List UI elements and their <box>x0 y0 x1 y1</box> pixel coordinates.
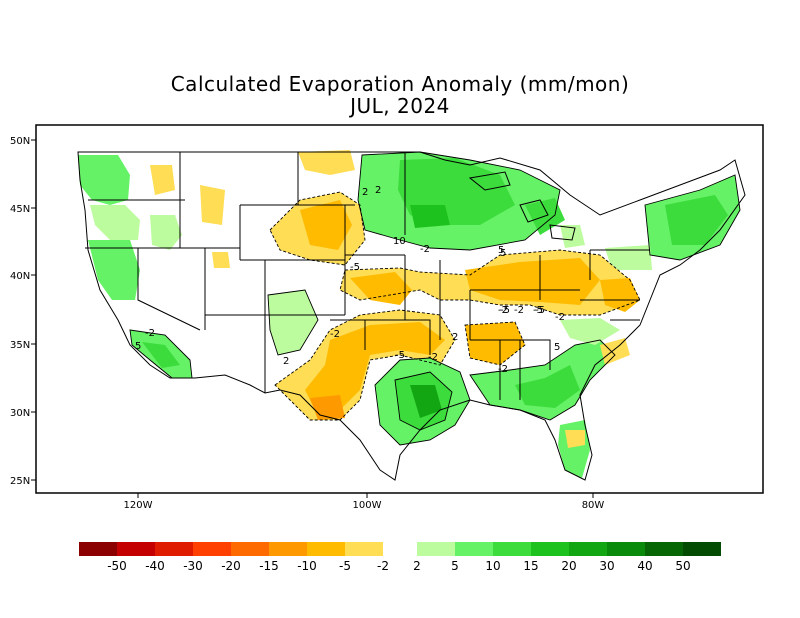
lon-label: 100W <box>353 500 382 511</box>
contour-label: 2 <box>375 185 381 196</box>
colorbar-label: -40 <box>145 559 165 573</box>
anomaly-region <box>465 322 525 365</box>
anomaly-region <box>90 205 140 240</box>
colorbar-swatch-positive <box>493 542 531 556</box>
colorbar-swatch-negative <box>307 542 345 556</box>
colorbar-label: 30 <box>599 559 614 573</box>
colorbar-label: -50 <box>107 559 127 573</box>
anomaly-region <box>565 430 585 448</box>
anomaly-region <box>298 150 355 175</box>
contour-label: 2 <box>452 332 458 343</box>
colorbar-label: 2 <box>413 559 421 573</box>
anomaly-region <box>410 385 442 418</box>
contour-label: -5 <box>533 305 543 316</box>
negative-contours <box>269 191 641 421</box>
anomaly-region <box>268 290 318 355</box>
colorbar-swatch-negative <box>117 542 155 556</box>
map-frame <box>35 124 764 494</box>
contour-label: -5 <box>350 262 360 273</box>
colorbar-swatch-positive <box>683 542 721 556</box>
anomaly-region <box>600 278 640 312</box>
colorbar-label: 50 <box>675 559 690 573</box>
contour-label: -2 <box>420 244 430 255</box>
colorbar-swatch-negative <box>193 542 231 556</box>
contour-label: -5 <box>500 305 510 316</box>
contour-label: -5 <box>535 305 545 316</box>
anomaly-region <box>150 165 175 195</box>
contour-label: -2 <box>428 352 438 363</box>
anomaly-region <box>88 240 140 300</box>
contour-label: -2 <box>498 305 508 316</box>
map-subtitle: JUL, 2024 <box>350 94 450 118</box>
lat-label: 35N <box>10 340 30 351</box>
contour-label: 10 <box>393 236 406 247</box>
colorbar-label: -5 <box>339 559 351 573</box>
colorbar-label: 10 <box>485 559 500 573</box>
contour-labels: 2 -2 10 -2 -5 5 -5 -2 -2 -5 -5 2 -2 2 5 … <box>135 185 565 375</box>
contour-label: 2 <box>283 356 289 367</box>
latitude-axis: 50N 45N 40N 35N 30N 25N <box>10 136 36 487</box>
anomaly-region <box>305 322 445 410</box>
anomaly-region <box>665 195 728 245</box>
colorbar-swatch-positive <box>531 542 569 556</box>
anomaly-region <box>515 365 580 408</box>
contour-label: 5 <box>498 245 504 256</box>
colorbar-swatch-positive <box>417 542 455 556</box>
lon-label: 120W <box>124 500 153 511</box>
contour-label: 5 <box>135 341 141 352</box>
colorbar-label: -15 <box>259 559 279 573</box>
colorbar-swatch-positive <box>607 542 645 556</box>
colorbar-swatch-positive <box>455 542 493 556</box>
colorbar-swatch-negative <box>345 542 383 556</box>
anomaly-region <box>200 185 225 225</box>
colorbar-swatch-negative <box>231 542 269 556</box>
contour-label: 5 <box>554 342 560 353</box>
anomaly-region <box>300 200 352 250</box>
anomaly-region <box>212 252 230 268</box>
lon-label: 80W <box>582 500 605 511</box>
colorbar-swatch-positive <box>569 542 607 556</box>
lat-label: 30N <box>10 408 30 419</box>
colorbar-label: -2 <box>377 559 389 573</box>
colorbar-label: 40 <box>637 559 652 573</box>
longitude-axis: 120W 100W 80W <box>124 493 605 511</box>
colorbar-swatch-negative <box>269 542 307 556</box>
contour-label: -2 <box>498 364 508 375</box>
lat-label: 25N <box>10 476 30 487</box>
colorbar-swatch-negative <box>155 542 193 556</box>
anomaly-region <box>350 272 412 305</box>
positive-contours <box>129 151 741 446</box>
contour-label: -2 <box>514 305 524 316</box>
anomaly-region <box>465 258 600 305</box>
anomaly-region <box>605 245 652 270</box>
colorbar-swatch-positive <box>645 542 683 556</box>
colorbar-swatch-negative <box>79 542 117 556</box>
colorbar-label: 5 <box>451 559 459 573</box>
anomaly-region <box>558 420 590 478</box>
contour-label: -2 <box>145 328 155 339</box>
contour-label: -2 <box>555 312 565 323</box>
contour-label: 2 <box>362 187 368 198</box>
lat-label: 50N <box>10 136 30 147</box>
anomaly-region <box>142 342 180 368</box>
colorbar-label: 15 <box>523 559 538 573</box>
colorbar-label: 20 <box>561 559 576 573</box>
anomaly-region <box>600 338 630 365</box>
lat-label: 45N <box>10 204 30 215</box>
anomaly-region <box>150 215 182 250</box>
contour-label: -5 <box>395 350 405 361</box>
colorbar-label: -10 <box>297 559 317 573</box>
colorbar-label: -30 <box>183 559 203 573</box>
anomaly-region <box>560 318 620 345</box>
anomaly-region <box>78 155 130 205</box>
anomaly-region <box>410 205 450 228</box>
map-title: Calculated Evaporation Anomaly (mm/mon) <box>170 72 630 96</box>
anomaly-fields <box>78 150 740 478</box>
contour-label: 5 <box>500 248 506 259</box>
colorbar: -50 -40 -30 -20 -15 -10 -5 -2 2 5 10 15 20 30 40 50 <box>79 542 721 573</box>
colorbar-label: -20 <box>221 559 241 573</box>
contour-label: -2 <box>330 329 340 340</box>
lat-label: 40N <box>10 271 30 282</box>
